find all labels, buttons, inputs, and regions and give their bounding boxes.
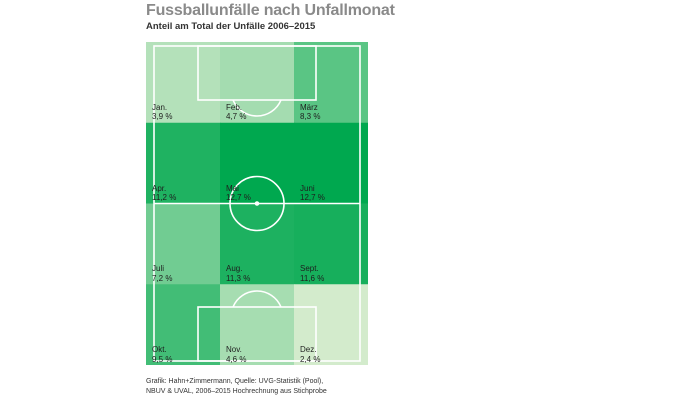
cell-label-12: Dez. 2,4 % bbox=[300, 345, 320, 364]
cell-month: März bbox=[300, 102, 318, 112]
cell-label-10: Okt. 9,5 % bbox=[152, 345, 172, 364]
cell-month: Dez. bbox=[300, 345, 317, 354]
cell-value: 12,7 % bbox=[226, 193, 251, 202]
cell-label-5: Mai 12,7 % bbox=[226, 184, 251, 203]
cell-value: 2,4 % bbox=[300, 354, 321, 364]
heatmap-cell-10 bbox=[146, 284, 221, 365]
cell-value: 7,2 % bbox=[152, 273, 173, 283]
cell-label-9: Sept. 11,6 % bbox=[300, 264, 324, 283]
bottom-penalty-area bbox=[197, 306, 317, 362]
cell-value: 4,6 % bbox=[226, 354, 247, 364]
top-penalty-arc bbox=[232, 99, 282, 117]
cell-value: 3,9 % bbox=[152, 112, 173, 122]
cell-value: 11,2 % bbox=[152, 193, 177, 202]
heatmap-cell-7 bbox=[146, 203, 221, 285]
cell-value: 8,3 % bbox=[300, 112, 321, 122]
cell-label-11: Nov. 4,6 % bbox=[226, 345, 246, 364]
heatmap-cell-6 bbox=[294, 122, 368, 204]
heatmap-cell-8 bbox=[220, 203, 295, 285]
center-spot bbox=[254, 201, 260, 206]
source-line-2: NBUV & UVAL, 2006–2015 Hochrechnung aus … bbox=[146, 388, 327, 395]
cell-value: 9,5 % bbox=[152, 354, 173, 364]
cell-month: Apr. bbox=[152, 183, 167, 193]
cell-month: Juli bbox=[152, 264, 165, 274]
cell-month: Feb. bbox=[226, 102, 243, 112]
cell-value: 11,6 % bbox=[300, 273, 325, 283]
cell-month: Juni bbox=[300, 183, 315, 193]
cell-value: 11,3 % bbox=[226, 273, 251, 283]
cell-label-1: Jan. 3,9 % bbox=[152, 103, 172, 122]
heatmap-cell-4 bbox=[146, 122, 221, 204]
heatmap-cell-9 bbox=[294, 203, 368, 285]
cell-month: Aug. bbox=[226, 264, 243, 274]
cell-value: 12,7 % bbox=[300, 193, 325, 202]
top-penalty-area bbox=[197, 45, 317, 101]
cell-label-6: Juni 12,7 % bbox=[300, 184, 325, 203]
heatmap-cell-3 bbox=[294, 42, 368, 124]
cell-label-7: Juli 7,2 % bbox=[152, 264, 172, 283]
cell-label-8: Aug. 11,3 % bbox=[226, 264, 250, 283]
heatmap-cell-1 bbox=[146, 42, 221, 124]
cell-month: Mai bbox=[226, 183, 239, 193]
cell-month: Okt. bbox=[152, 345, 167, 354]
cell-month: Jan. bbox=[152, 102, 168, 112]
center-circle bbox=[229, 175, 285, 232]
cells-layer bbox=[146, 42, 368, 365]
chart-title: Fussballunfälle nach Unfallmonat bbox=[146, 2, 395, 19]
heatmap-cell-5 bbox=[220, 122, 295, 204]
cell-month: Nov. bbox=[226, 345, 242, 354]
chart-subtitle: Anteil am Total der Unfälle 2006–2015 bbox=[146, 21, 316, 32]
source-line-1: Grafik: Hahn+Zimmermann, Quelle: UVG-Sta… bbox=[146, 378, 324, 385]
heatmap-cell-11 bbox=[220, 284, 295, 365]
football-pitch-heatmap: Jan. 3,9 % Feb. 4,7 % März 8,3 % Apr. 11,2 % Mai… bbox=[146, 42, 368, 365]
cell-value: 4,7 % bbox=[226, 112, 247, 122]
pitch-lines bbox=[153, 45, 361, 362]
cell-label-4: Apr. 11,2 % bbox=[152, 184, 176, 203]
bottom-penalty-arc bbox=[232, 290, 282, 308]
cell-label-2: Feb. 4,7 % bbox=[226, 103, 246, 122]
source-note: Grafik: Hahn+Zimmermann, Quelle: UVG-Sta… bbox=[146, 377, 327, 397]
cell-label-3: März 8,3 % bbox=[300, 103, 320, 122]
heatmap-cell-2 bbox=[220, 42, 295, 124]
pitch-svg bbox=[146, 42, 368, 365]
heatmap-cell-12 bbox=[294, 284, 368, 365]
cell-month: Sept. bbox=[300, 264, 319, 274]
